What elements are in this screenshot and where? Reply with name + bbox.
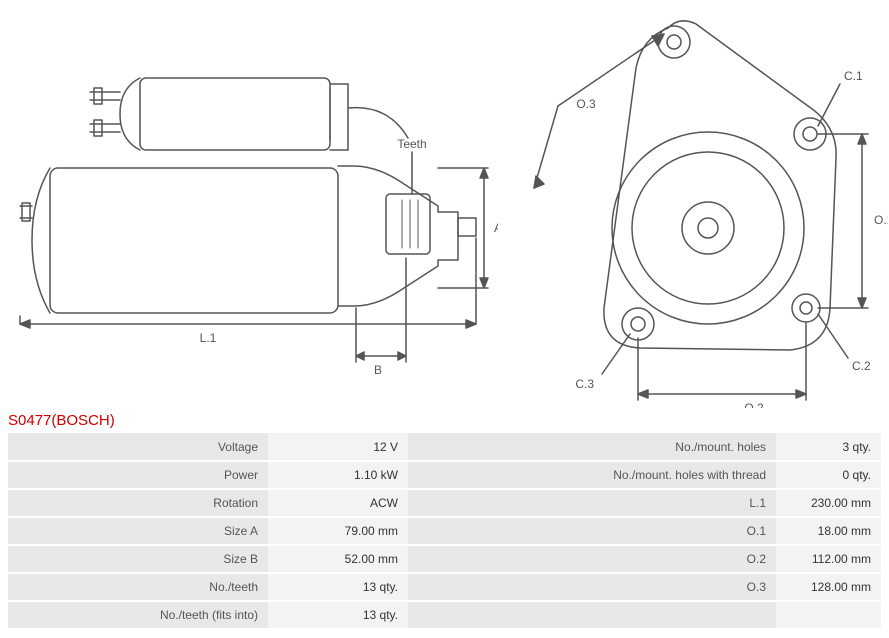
table-row: No./teeth 13 qty. O.3 128.00 mm — [8, 573, 881, 601]
spec-label: Voltage — [8, 433, 268, 461]
spec-value: 230.00 mm — [776, 489, 881, 517]
label-O1: O.1 — [874, 213, 888, 227]
spec-label-empty — [408, 601, 776, 629]
spec-label: Size A — [8, 517, 268, 545]
table-row: No./teeth (fits into) 13 qty. — [8, 601, 881, 629]
diagram-side-view: L.1 B A Teeth — [8, 8, 498, 408]
spec-value: 52.00 mm — [268, 545, 408, 573]
spec-label: No./mount. holes — [408, 433, 776, 461]
part-title: S0477(BOSCH) — [8, 412, 881, 429]
spec-label: Power — [8, 461, 268, 489]
diagram-row: L.1 B A Teeth — [8, 8, 881, 408]
spec-value: 1.10 kW — [268, 461, 408, 489]
spec-label: O.2 — [408, 545, 776, 573]
label-Teeth: Teeth — [397, 137, 426, 151]
table-row: Rotation ACW L.1 230.00 mm — [8, 489, 881, 517]
label-A: A — [494, 221, 498, 235]
spec-value: 12 V — [268, 433, 408, 461]
spec-label: O.3 — [408, 573, 776, 601]
label-B: B — [374, 363, 382, 377]
table-row: Size B 52.00 mm O.2 112.00 mm — [8, 545, 881, 573]
spec-value: 13 qty. — [268, 573, 408, 601]
spec-label: Size B — [8, 545, 268, 573]
spec-label: O.1 — [408, 517, 776, 545]
spec-label: No./teeth — [8, 573, 268, 601]
label-O3: O.3 — [576, 97, 596, 111]
spec-table: Voltage 12 V No./mount. holes 3 qty. Pow… — [8, 433, 881, 630]
spec-value-empty — [776, 601, 881, 629]
label-L1: L.1 — [200, 331, 217, 345]
spec-label: L.1 — [408, 489, 776, 517]
label-C1: C.1 — [844, 69, 863, 83]
spec-value: 18.00 mm — [776, 517, 881, 545]
label-C3: C.3 — [575, 377, 594, 391]
label-O2: O.2 — [744, 401, 764, 408]
spec-value: 0 qty. — [776, 461, 881, 489]
table-row: Power 1.10 kW No./mount. holes with thre… — [8, 461, 881, 489]
spec-label: No./mount. holes with thread — [408, 461, 776, 489]
spec-label: No./teeth (fits into) — [8, 601, 268, 629]
spec-label: Rotation — [8, 489, 268, 517]
table-row: Voltage 12 V No./mount. holes 3 qty. — [8, 433, 881, 461]
spec-value: 112.00 mm — [776, 545, 881, 573]
spec-value: ACW — [268, 489, 408, 517]
spec-value: 128.00 mm — [776, 573, 881, 601]
spec-value: 13 qty. — [268, 601, 408, 629]
diagram-front-view: O.1 O.2 O.3 C.1 C.2 C.3 — [518, 8, 888, 408]
spec-value: 3 qty. — [776, 433, 881, 461]
spec-value: 79.00 mm — [268, 517, 408, 545]
table-row: Size A 79.00 mm O.1 18.00 mm — [8, 517, 881, 545]
label-C2: C.2 — [852, 359, 871, 373]
